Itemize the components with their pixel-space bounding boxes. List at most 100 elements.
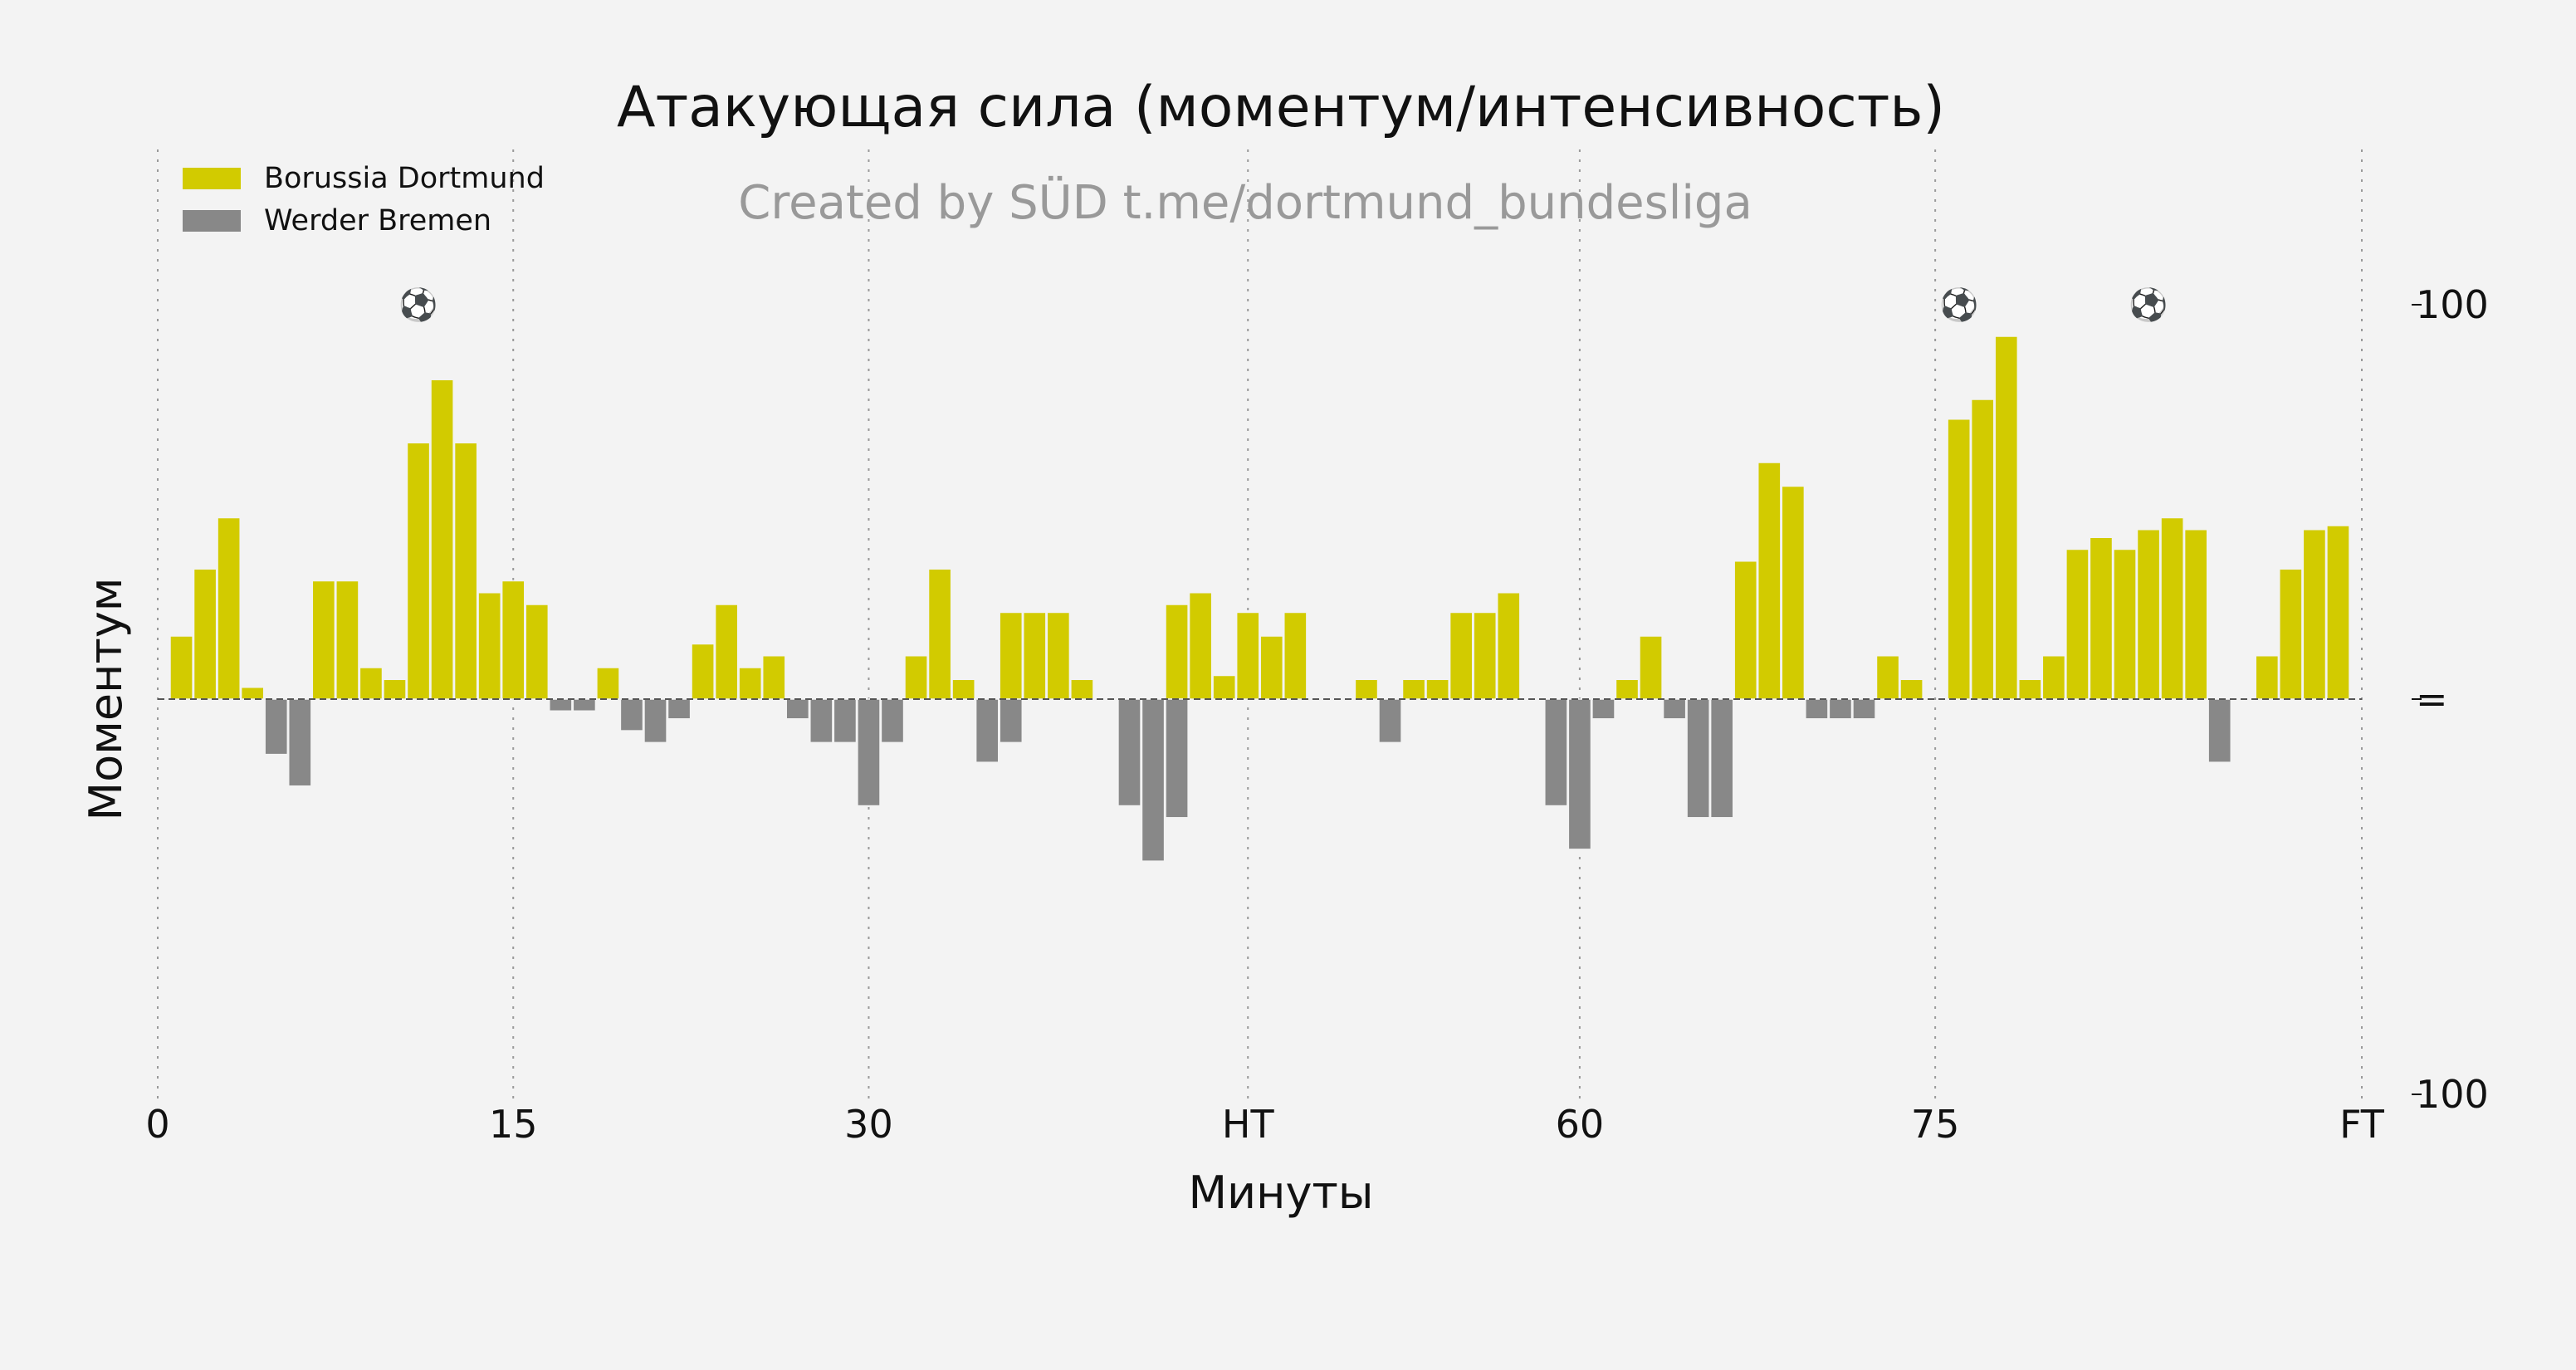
- bar-borussia-dortmund: [904, 655, 928, 700]
- bar-werder-bremen: [549, 698, 573, 712]
- bar-borussia-dortmund: [2255, 655, 2280, 700]
- bar-werder-bremen: [1852, 698, 1876, 720]
- bar-werder-bremen: [833, 698, 858, 744]
- bar-borussia-dortmund: [193, 568, 218, 700]
- bar-borussia-dortmund: [1188, 592, 1213, 700]
- bar-werder-bremen: [264, 698, 289, 756]
- bar-borussia-dortmund: [406, 442, 431, 700]
- bar-borussia-dortmund: [1354, 678, 1379, 700]
- bar-werder-bremen: [643, 698, 667, 744]
- goal-marker-icon: ⚽: [2127, 286, 2168, 323]
- chart-subtitle: Created by SÜD t.me/dortmund_bundesliga: [738, 176, 1752, 230]
- bar-borussia-dortmund: [761, 655, 786, 700]
- bar-borussia-dortmund: [1757, 462, 1782, 700]
- bar-borussia-dortmund: [453, 442, 478, 700]
- bar-borussia-dortmund: [1165, 604, 1189, 700]
- y-axis-label: Моментум: [80, 577, 132, 820]
- bar-borussia-dortmund: [477, 592, 501, 700]
- bar-werder-bremen: [1567, 698, 1592, 850]
- y-tick-label: =: [2416, 677, 2448, 722]
- bar-borussia-dortmund: [927, 568, 952, 700]
- x-tick-label: 0: [145, 1102, 169, 1147]
- bar-werder-bremen: [287, 698, 312, 787]
- bar-borussia-dortmund: [1899, 678, 1923, 700]
- bar-borussia-dortmund: [2065, 548, 2090, 700]
- bar-werder-bremen: [1709, 698, 1734, 819]
- bar-borussia-dortmund: [1875, 655, 1900, 700]
- bar-borussia-dortmund: [525, 604, 550, 700]
- bar-borussia-dortmund: [691, 643, 715, 700]
- bar-borussia-dortmund: [596, 667, 620, 700]
- x-tick-label: HT: [1222, 1102, 1275, 1147]
- legend-label-werder-bremen: Werder Bremen: [264, 204, 491, 237]
- bar-werder-bremen: [975, 698, 1000, 763]
- bar-borussia-dortmund: [1970, 399, 1995, 700]
- legend-swatch-werder-bremen: [183, 210, 241, 232]
- x-axis-ticks: 0 15 30 HT 60 75 FT: [145, 1102, 2384, 1147]
- y-axis-ticks: 100 = 100: [2412, 282, 2489, 1117]
- bar-borussia-dortmund: [2302, 529, 2327, 700]
- bar-borussia-dortmund: [1212, 674, 1236, 700]
- bar-borussia-dortmund: [1473, 611, 1498, 700]
- bar-borussia-dortmund: [430, 379, 454, 700]
- bar-werder-bremen: [667, 698, 692, 720]
- bar-borussia-dortmund: [999, 611, 1024, 700]
- goal-markers: ⚽ ⚽ ⚽: [397, 286, 2168, 323]
- bar-borussia-dortmund: [951, 678, 975, 700]
- legend-item-borussia-dortmund: Borussia Dortmund: [183, 162, 545, 195]
- bar-borussia-dortmund: [714, 604, 739, 700]
- bar-werder-bremen: [1591, 698, 1615, 720]
- bar-borussia-dortmund: [1022, 611, 1047, 700]
- bar-borussia-dortmund: [1425, 678, 1449, 700]
- y-tick-label: 100: [2416, 1072, 2489, 1117]
- bar-borussia-dortmund: [311, 580, 336, 700]
- bar-borussia-dortmund: [2089, 536, 2114, 700]
- chart-title: Атакующая сила (моментум/интенсивность): [617, 75, 1945, 140]
- bar-werder-bremen: [572, 698, 597, 712]
- x-axis-label: Минуты: [1188, 1167, 1373, 1219]
- legend-item-werder-bremen: Werder Bremen: [183, 204, 491, 237]
- bar-borussia-dortmund: [2113, 548, 2137, 700]
- bar-borussia-dortmund: [2160, 516, 2184, 700]
- bar-borussia-dortmund: [1496, 592, 1521, 700]
- bar-borussia-dortmund: [1781, 485, 1806, 700]
- bar-borussia-dortmund: [1994, 335, 2019, 700]
- bar-borussia-dortmund: [1449, 611, 1474, 700]
- bar-werder-bremen: [857, 698, 881, 807]
- bar-werder-bremen: [1805, 698, 1829, 720]
- legend-label-borussia-dortmund: Borussia Dortmund: [264, 162, 545, 195]
- x-tick-label: 30: [844, 1102, 893, 1147]
- x-tick-label: 75: [1911, 1102, 1960, 1147]
- bar-werder-bremen: [1662, 698, 1687, 720]
- x-tick-label: FT: [2339, 1102, 2385, 1147]
- goal-marker-icon: ⚽: [1938, 286, 1978, 323]
- bar-borussia-dortmund: [1615, 678, 1640, 700]
- bar-werder-bremen: [1141, 698, 1166, 862]
- legend-swatch-borussia-dortmund: [183, 168, 241, 189]
- bar-werder-bremen: [809, 698, 833, 744]
- bar-borussia-dortmund: [2018, 678, 2042, 700]
- bar-werder-bremen: [1165, 698, 1189, 819]
- bars: [169, 335, 2350, 862]
- bar-borussia-dortmund: [738, 667, 763, 700]
- bar-werder-bremen: [785, 698, 810, 720]
- bar-borussia-dortmund: [1733, 560, 1758, 700]
- bar-werder-bremen: [1117, 698, 1141, 807]
- y-tick-label: 100: [2416, 282, 2489, 327]
- bar-borussia-dortmund: [169, 635, 193, 700]
- legend: Borussia Dortmund Werder Bremen: [183, 162, 545, 237]
- bar-borussia-dortmund: [1283, 611, 1308, 700]
- bar-borussia-dortmund: [335, 580, 359, 700]
- bar-borussia-dortmund: [383, 678, 407, 700]
- bar-werder-bremen: [999, 698, 1024, 744]
- bar-borussia-dortmund: [1070, 678, 1094, 700]
- bar-borussia-dortmund: [1639, 635, 1663, 700]
- x-tick-label: 15: [489, 1102, 538, 1147]
- x-tick-label: 60: [1556, 1102, 1605, 1147]
- bar-borussia-dortmund: [2136, 529, 2161, 700]
- bar-borussia-dortmund: [1401, 678, 1426, 700]
- bar-werder-bremen: [880, 698, 905, 744]
- bar-borussia-dortmund: [240, 687, 265, 700]
- bar-borussia-dortmund: [217, 516, 241, 700]
